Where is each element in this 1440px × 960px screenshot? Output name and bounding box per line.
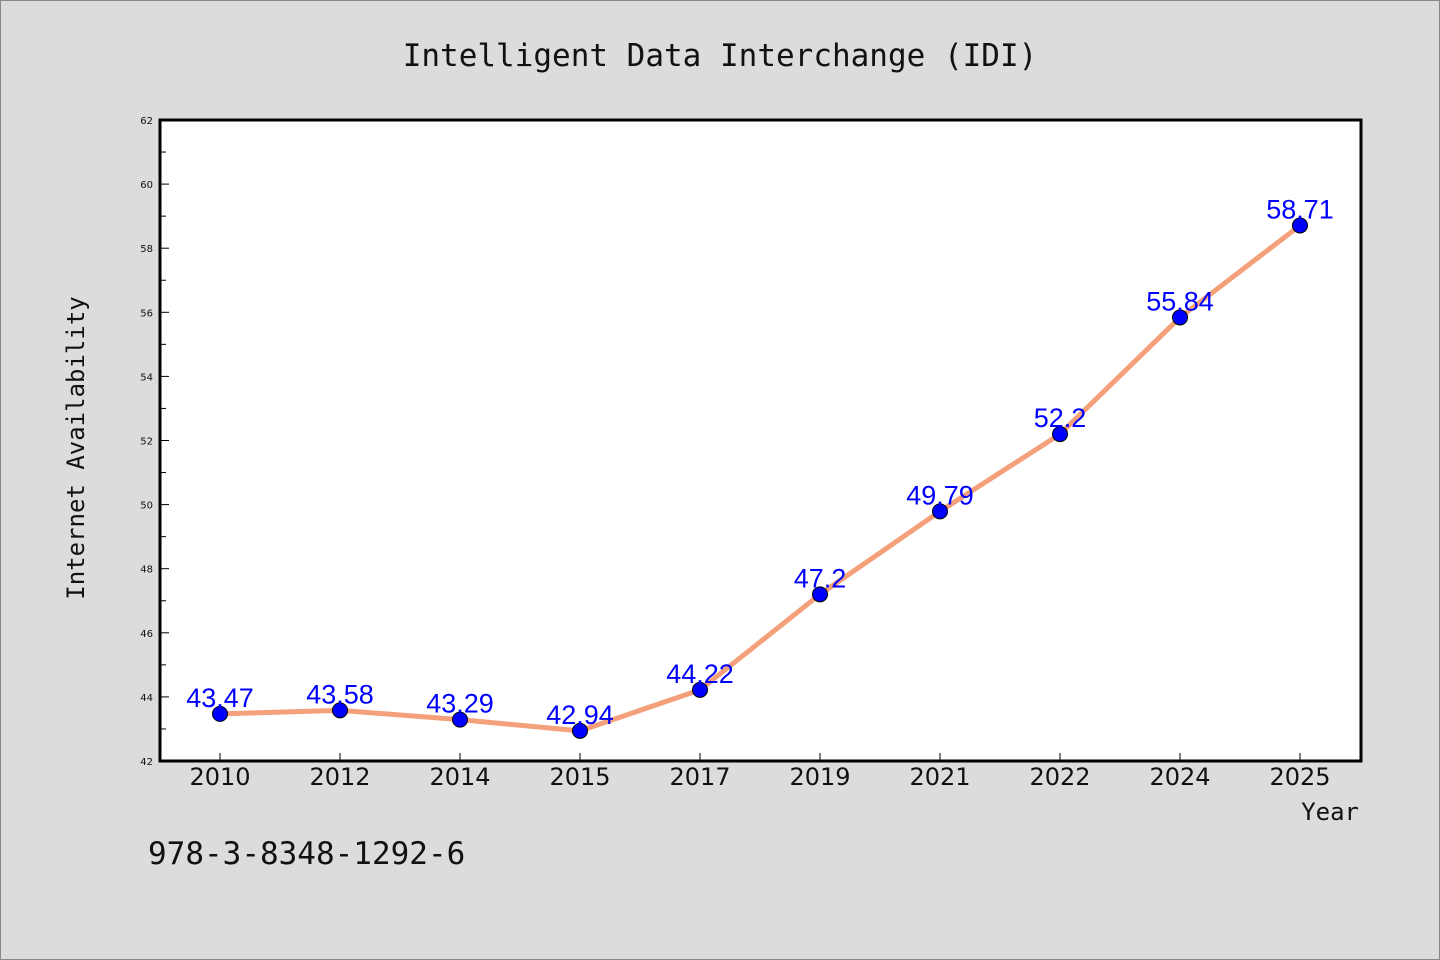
data-point xyxy=(1292,217,1308,234)
data-label: 49.79 xyxy=(906,480,974,510)
y-tick-label: 46 xyxy=(140,629,153,640)
data-label: 47.2 xyxy=(794,563,847,593)
y-tick-label: 44 xyxy=(140,693,153,704)
data-label: 43.47 xyxy=(186,683,254,713)
y-axis-title: Internet Availability xyxy=(62,296,90,599)
x-tick-label: 2015 xyxy=(549,763,610,791)
y-tick-label: 48 xyxy=(140,565,153,576)
y-tick-label: 50 xyxy=(140,501,153,512)
data-point xyxy=(332,702,348,719)
data-label: 42.94 xyxy=(546,700,614,730)
data-point xyxy=(1172,309,1188,326)
data-point xyxy=(572,722,588,739)
x-tick-label: 2017 xyxy=(669,763,730,791)
y-tick-label: 42 xyxy=(140,757,153,768)
data-label: 55.84 xyxy=(1146,286,1214,316)
y-tick-label: 56 xyxy=(140,308,153,319)
x-axis: 2010 2012 2014 2015 2017 2019 2021 2022 2024 2025 xyxy=(189,753,1331,791)
x-axis-title: Year xyxy=(1301,798,1359,826)
x-tick-label: 2025 xyxy=(1269,763,1330,791)
data-point xyxy=(212,705,228,722)
y-tick-label: 54 xyxy=(140,372,153,383)
data-point xyxy=(932,503,948,520)
series-layer: 43.47 43.58 43.29 42.94 44.22 47.2 49.79 52.2 55… xyxy=(186,194,1334,739)
data-label: 52.2 xyxy=(1034,403,1087,433)
data-point xyxy=(692,681,708,698)
plot-area xyxy=(158,118,1363,763)
x-tick-label: 2010 xyxy=(189,763,250,791)
data-label: 44.22 xyxy=(666,659,734,689)
y-tick-label: 58 xyxy=(140,244,153,255)
data-label: 43.58 xyxy=(306,679,374,709)
data-label: 58.71 xyxy=(1266,194,1334,224)
x-tick-label: 2012 xyxy=(309,763,370,791)
data-label: 43.29 xyxy=(426,689,494,719)
data-point xyxy=(1052,426,1068,443)
x-tick-label: 2021 xyxy=(909,763,970,791)
x-tick-label: 2019 xyxy=(789,763,850,791)
isbn-text: 978-3-8348-1292-6 xyxy=(148,836,465,872)
y-tick-label: 60 xyxy=(140,180,153,191)
data-point xyxy=(452,711,468,728)
chart-title: Intelligent Data Interchange (IDI) xyxy=(403,38,1038,74)
y-axis: 42 44 46 48 50 52 54 56 58 60 62 xyxy=(140,116,169,768)
series-line xyxy=(217,222,1303,734)
x-tick-label: 2014 xyxy=(429,763,490,791)
x-tick-label: 2024 xyxy=(1149,763,1210,791)
data-point xyxy=(812,586,828,603)
x-tick-label: 2022 xyxy=(1029,763,1090,791)
y-tick-label: 62 xyxy=(140,116,153,127)
y-tick-label: 52 xyxy=(140,437,153,448)
